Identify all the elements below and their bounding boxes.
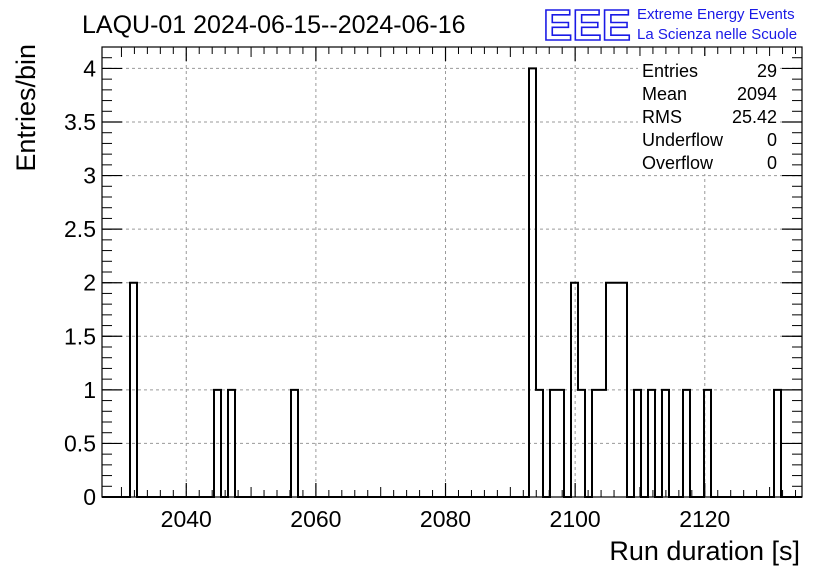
x-tick-label: 2080	[420, 506, 471, 532]
y-tick-label: 4	[83, 55, 96, 81]
x-axis-label: Run duration [s]	[609, 536, 800, 566]
eee-logo: EEE Extreme Energy Events La Scienza nel…	[542, 0, 797, 51]
logo-line-1: Extreme Energy Events	[637, 6, 795, 23]
y-tick-label: 0.5	[64, 430, 96, 456]
y-tick-label: 2.5	[64, 216, 96, 242]
y-tick-label: 2	[83, 270, 96, 296]
x-tick-label: 2120	[679, 506, 730, 532]
x-tick-label: 2060	[290, 506, 341, 532]
stats-value-mean: 2094	[737, 84, 777, 104]
eee-logo-mark: EEE	[543, 1, 631, 50]
stats-label-rms: RMS	[642, 107, 682, 127]
stats-box-background	[638, 56, 780, 174]
y-tick-label: 3.5	[64, 109, 96, 135]
stats-label-entries: Entries	[642, 61, 698, 81]
logo-line-2: La Scienza nelle Scuole	[637, 26, 797, 43]
stats-box: Entries 29 Mean 2094 RMS 25.42 Underflow…	[638, 56, 780, 174]
x-axis: 2040 2060 2080 2100 2120	[120, 47, 797, 532]
x-tick-label: 2100	[550, 506, 601, 532]
y-axis-label: Entries/bin	[11, 44, 41, 172]
stats-label-underflow: Underflow	[642, 130, 724, 150]
histogram-outline	[102, 67, 802, 498]
stats-label-mean: Mean	[642, 84, 687, 104]
y-tick-label: 0	[83, 484, 96, 510]
chart-title: LAQU-01 2024-06-15--2024-06-16	[82, 11, 466, 39]
stats-value-rms: 25.42	[732, 107, 777, 127]
x-tick-label: 2040	[161, 506, 212, 532]
stats-value-underflow: 0	[767, 130, 777, 150]
stats-value-entries: 29	[757, 61, 777, 81]
y-axis: 0 0.5 1 1.5 2 2.5 3 3.5 4	[64, 46, 802, 510]
stats-value-overflow: 0	[767, 153, 777, 173]
y-tick-label: 1	[83, 377, 96, 403]
y-tick-label: 1.5	[64, 323, 96, 349]
stats-label-overflow: Overflow	[642, 153, 714, 173]
y-tick-label: 3	[83, 163, 96, 189]
